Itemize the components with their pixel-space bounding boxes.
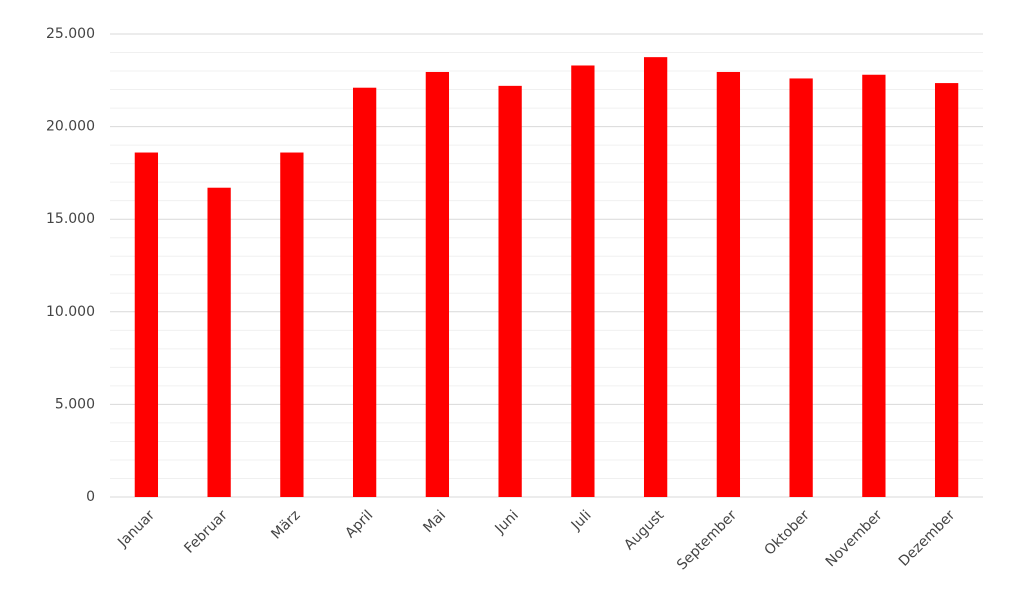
bar [789,78,813,497]
x-tick-label: Juni [492,507,522,537]
x-tick-label: April [342,507,376,541]
y-tick-label: 5.000 [55,396,95,412]
x-tick-label: August [621,507,667,553]
x-tick-label: September [674,507,740,573]
x-tick-label: März [268,507,303,542]
x-tick-label: Oktober [762,507,813,558]
bar [425,71,450,497]
bar [716,71,741,497]
bar [498,85,522,497]
x-tick-label: Februar [181,507,230,556]
x-tick-label: Juli [568,507,595,534]
y-tick-label: 25.000 [46,26,95,42]
bar [571,65,595,497]
y-tick-label: 15.000 [46,211,95,227]
x-tick-label: Dezember [896,507,959,570]
x-tick-label: Januar [114,507,158,551]
x-tick-label: November [823,507,886,570]
bar [280,152,304,497]
y-tick-label: 20.000 [46,119,95,135]
bar [643,57,668,498]
bar [862,74,886,497]
y-tick-label: 10.000 [46,304,95,320]
y-tick-label: 0 [86,489,95,505]
x-tick-label: Mai [420,507,449,536]
bar [934,83,959,497]
bar [352,87,377,497]
bar [134,152,159,497]
bar [207,187,231,497]
